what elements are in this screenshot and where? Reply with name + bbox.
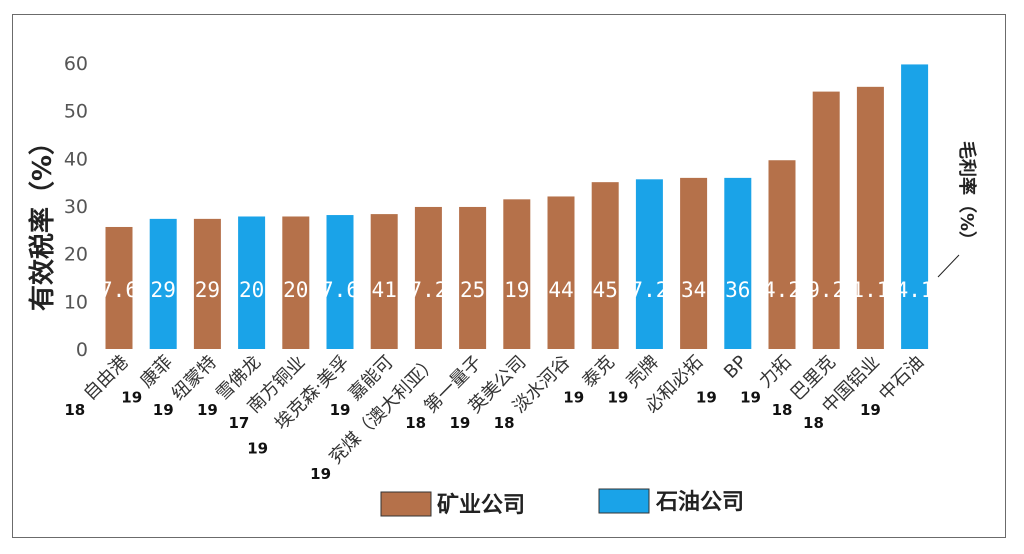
category-year-label: 19 [740, 388, 761, 406]
category-year-label: 19 [860, 401, 881, 419]
category-year-label: 19 [153, 401, 174, 419]
bar-mining [414, 206, 442, 349]
category-year-label: 18 [772, 401, 793, 419]
bar-margin-label: 36 [725, 278, 750, 302]
y-tick-label: 60 [64, 53, 88, 75]
category-year-label: 19 [310, 465, 331, 483]
bar-oil [238, 216, 266, 349]
category-year-label: 18 [64, 401, 85, 419]
y-tick-label: 50 [64, 101, 88, 123]
legend: 矿业公司 石油公司 [380, 488, 744, 518]
category-year-label: 19 [563, 388, 584, 406]
bar-margin-label: 4.1 [896, 278, 934, 302]
category-year-label: 18 [405, 414, 426, 432]
category-year-label: 18 [494, 414, 515, 432]
category-label: 纽蒙特 [168, 352, 221, 405]
category-year-label: 18 [803, 414, 824, 432]
y-axis: 0 10 20 30 40 50 60 [64, 53, 88, 361]
bar-oil [149, 218, 177, 349]
bar-mining [812, 91, 840, 349]
bar-margin-label: 7.6 [321, 278, 359, 302]
bar-margin-label: 44 [548, 278, 573, 302]
legend-label-oil: 石油公司 [655, 490, 744, 515]
bar-mining [370, 214, 398, 349]
data-labels: 7.6 29 29 20 20 7.6 41 7.2 25 19 44 45 7.2 34 36 4.2 9.2… [100, 278, 934, 302]
bar-oil [901, 64, 929, 350]
bar-margin-label: 1.1 [851, 278, 889, 302]
chart-frame: 0 10 20 30 40 50 60 有效税率（%） 毛利率（%） 7.6 29 29 20 20… [12, 14, 1006, 538]
bar-margin-label: 20 [283, 278, 308, 302]
bar-margin-label: 45 [593, 278, 618, 302]
bar-margin-label: 41 [372, 278, 397, 302]
bar-mining [768, 160, 796, 349]
y-tick-label: 10 [64, 291, 88, 313]
category-label: BP [720, 352, 751, 383]
y-tick-label: 40 [64, 148, 88, 170]
bar-mining [547, 196, 575, 349]
bar-mining [282, 216, 310, 349]
category-year-label: 19 [449, 414, 470, 432]
bar-mining [105, 226, 133, 349]
category-year-label: 19 [330, 401, 351, 419]
bars [105, 64, 929, 350]
y-axis-label: 有效税率（%） [27, 129, 58, 311]
y-tick-label: 20 [64, 244, 88, 266]
y-tick-label: 30 [64, 196, 88, 218]
right-axis-label: 毛利率（%） [956, 141, 978, 249]
bar-chart: 0 10 20 30 40 50 60 有效税率（%） 毛利率（%） 7.6 29 29 20 20… [27, 53, 978, 518]
bar-margin-label: 20 [239, 278, 264, 302]
bar-margin-label: 9.2 [807, 278, 845, 302]
bar-margin-label: 19 [504, 278, 529, 302]
category-year-label: 19 [121, 388, 142, 406]
right-label-pointer [937, 254, 960, 278]
bar-margin-label: 25 [460, 278, 485, 302]
bar-mining [503, 199, 531, 349]
bar-margin-label: 7.6 [100, 278, 138, 302]
bar-mining [591, 182, 619, 349]
bar-margin-label: 34 [681, 278, 706, 302]
bar-margin-label: 29 [195, 278, 220, 302]
category-label: 中石油 [875, 352, 928, 405]
category-year-label: 19 [247, 439, 268, 457]
bar-margin-label: 7.2 [630, 278, 668, 302]
bar-mining [856, 86, 884, 349]
bar-oil [635, 179, 663, 349]
category-year-label: 19 [197, 401, 218, 419]
bar-margin-label: 29 [151, 278, 176, 302]
category-year-label: 19 [696, 388, 717, 406]
category-label: 泰克 [578, 352, 618, 392]
legend-label-mining: 矿业公司 [437, 492, 525, 518]
bar-mining [459, 206, 487, 349]
bar-margin-label: 4.2 [763, 278, 801, 302]
bar-mining [680, 177, 708, 349]
legend-swatch-oil [598, 488, 650, 514]
category-year-label: 17 [228, 414, 249, 432]
bar-margin-label: 7.2 [409, 278, 447, 302]
bar-mining [193, 218, 221, 349]
y-tick-label: 0 [76, 339, 88, 361]
bar-oil [724, 177, 752, 349]
bar-oil [326, 215, 354, 349]
category-year-label: 19 [608, 388, 629, 406]
legend-swatch-mining [380, 491, 432, 517]
